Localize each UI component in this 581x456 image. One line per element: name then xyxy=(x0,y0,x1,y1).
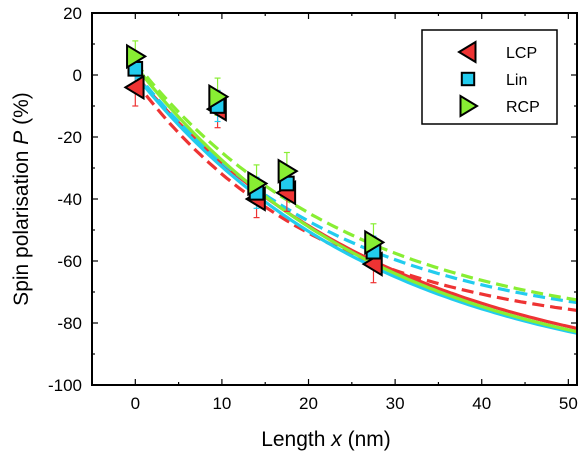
fit-solid-lin xyxy=(134,74,578,335)
fit-dashed-rcp xyxy=(134,61,578,302)
legend-marker-lin xyxy=(460,71,476,87)
y-tick-label: -20 xyxy=(57,128,82,147)
x-axis-label-text: Length xyxy=(261,428,325,451)
data-point-rcp xyxy=(208,83,230,110)
x-tick-label: 40 xyxy=(472,394,491,413)
fit-dashed-lin xyxy=(134,70,578,305)
y-tick-label: -60 xyxy=(57,252,82,271)
y-tick-label: 20 xyxy=(63,4,82,23)
y-axis-label-unit: (%) xyxy=(10,92,33,125)
x-tick-label: 0 xyxy=(131,394,140,413)
y-axis-label-var: P xyxy=(10,131,33,145)
x-tick-label: 20 xyxy=(299,394,318,413)
y-tick-label: -100 xyxy=(48,376,82,395)
data-point-rcp xyxy=(364,229,386,256)
x-tick-label: 30 xyxy=(386,394,405,413)
legend: LCP Lin RCP xyxy=(421,29,558,125)
legend-marker-rcp xyxy=(459,94,479,118)
y-tick-label: -40 xyxy=(57,190,82,209)
y-tick-label: -80 xyxy=(57,314,82,333)
legend-label-lin: Lin xyxy=(506,72,527,89)
y-tick-label: 0 xyxy=(73,66,82,85)
data-point-rcp xyxy=(277,158,299,184)
x-tick-label: 10 xyxy=(212,394,231,413)
data-point-rcp xyxy=(126,43,148,70)
x-tick-label: 50 xyxy=(559,394,578,413)
fit-dashed-lcp xyxy=(134,80,578,312)
fit-solid-rcp xyxy=(134,64,578,334)
fit-curves xyxy=(134,61,578,335)
legend-label-lcp: LCP xyxy=(506,45,537,62)
data-markers xyxy=(123,43,386,277)
legend-label-rcp: RCP xyxy=(506,99,540,116)
data-point-lcp xyxy=(123,74,145,101)
x-axis-label: Length x (nm) xyxy=(261,428,391,451)
legend-box xyxy=(421,29,558,125)
x-tick-labels: 0 10 20 30 40 50 xyxy=(131,394,578,413)
x-axis-label-unit: (nm) xyxy=(348,428,391,451)
plot-frame xyxy=(91,12,578,386)
data-point-rcp xyxy=(247,170,269,197)
legend-marker-lcp xyxy=(457,40,477,64)
y-axis-label: Spin polarisation P (%) xyxy=(10,92,33,306)
x-axis-label-var: x xyxy=(330,428,343,451)
y-tick-labels: 20 0 -20 -40 -60 -80 -100 xyxy=(48,4,82,395)
y-axis-label-text: Spin polarisation xyxy=(10,151,33,306)
